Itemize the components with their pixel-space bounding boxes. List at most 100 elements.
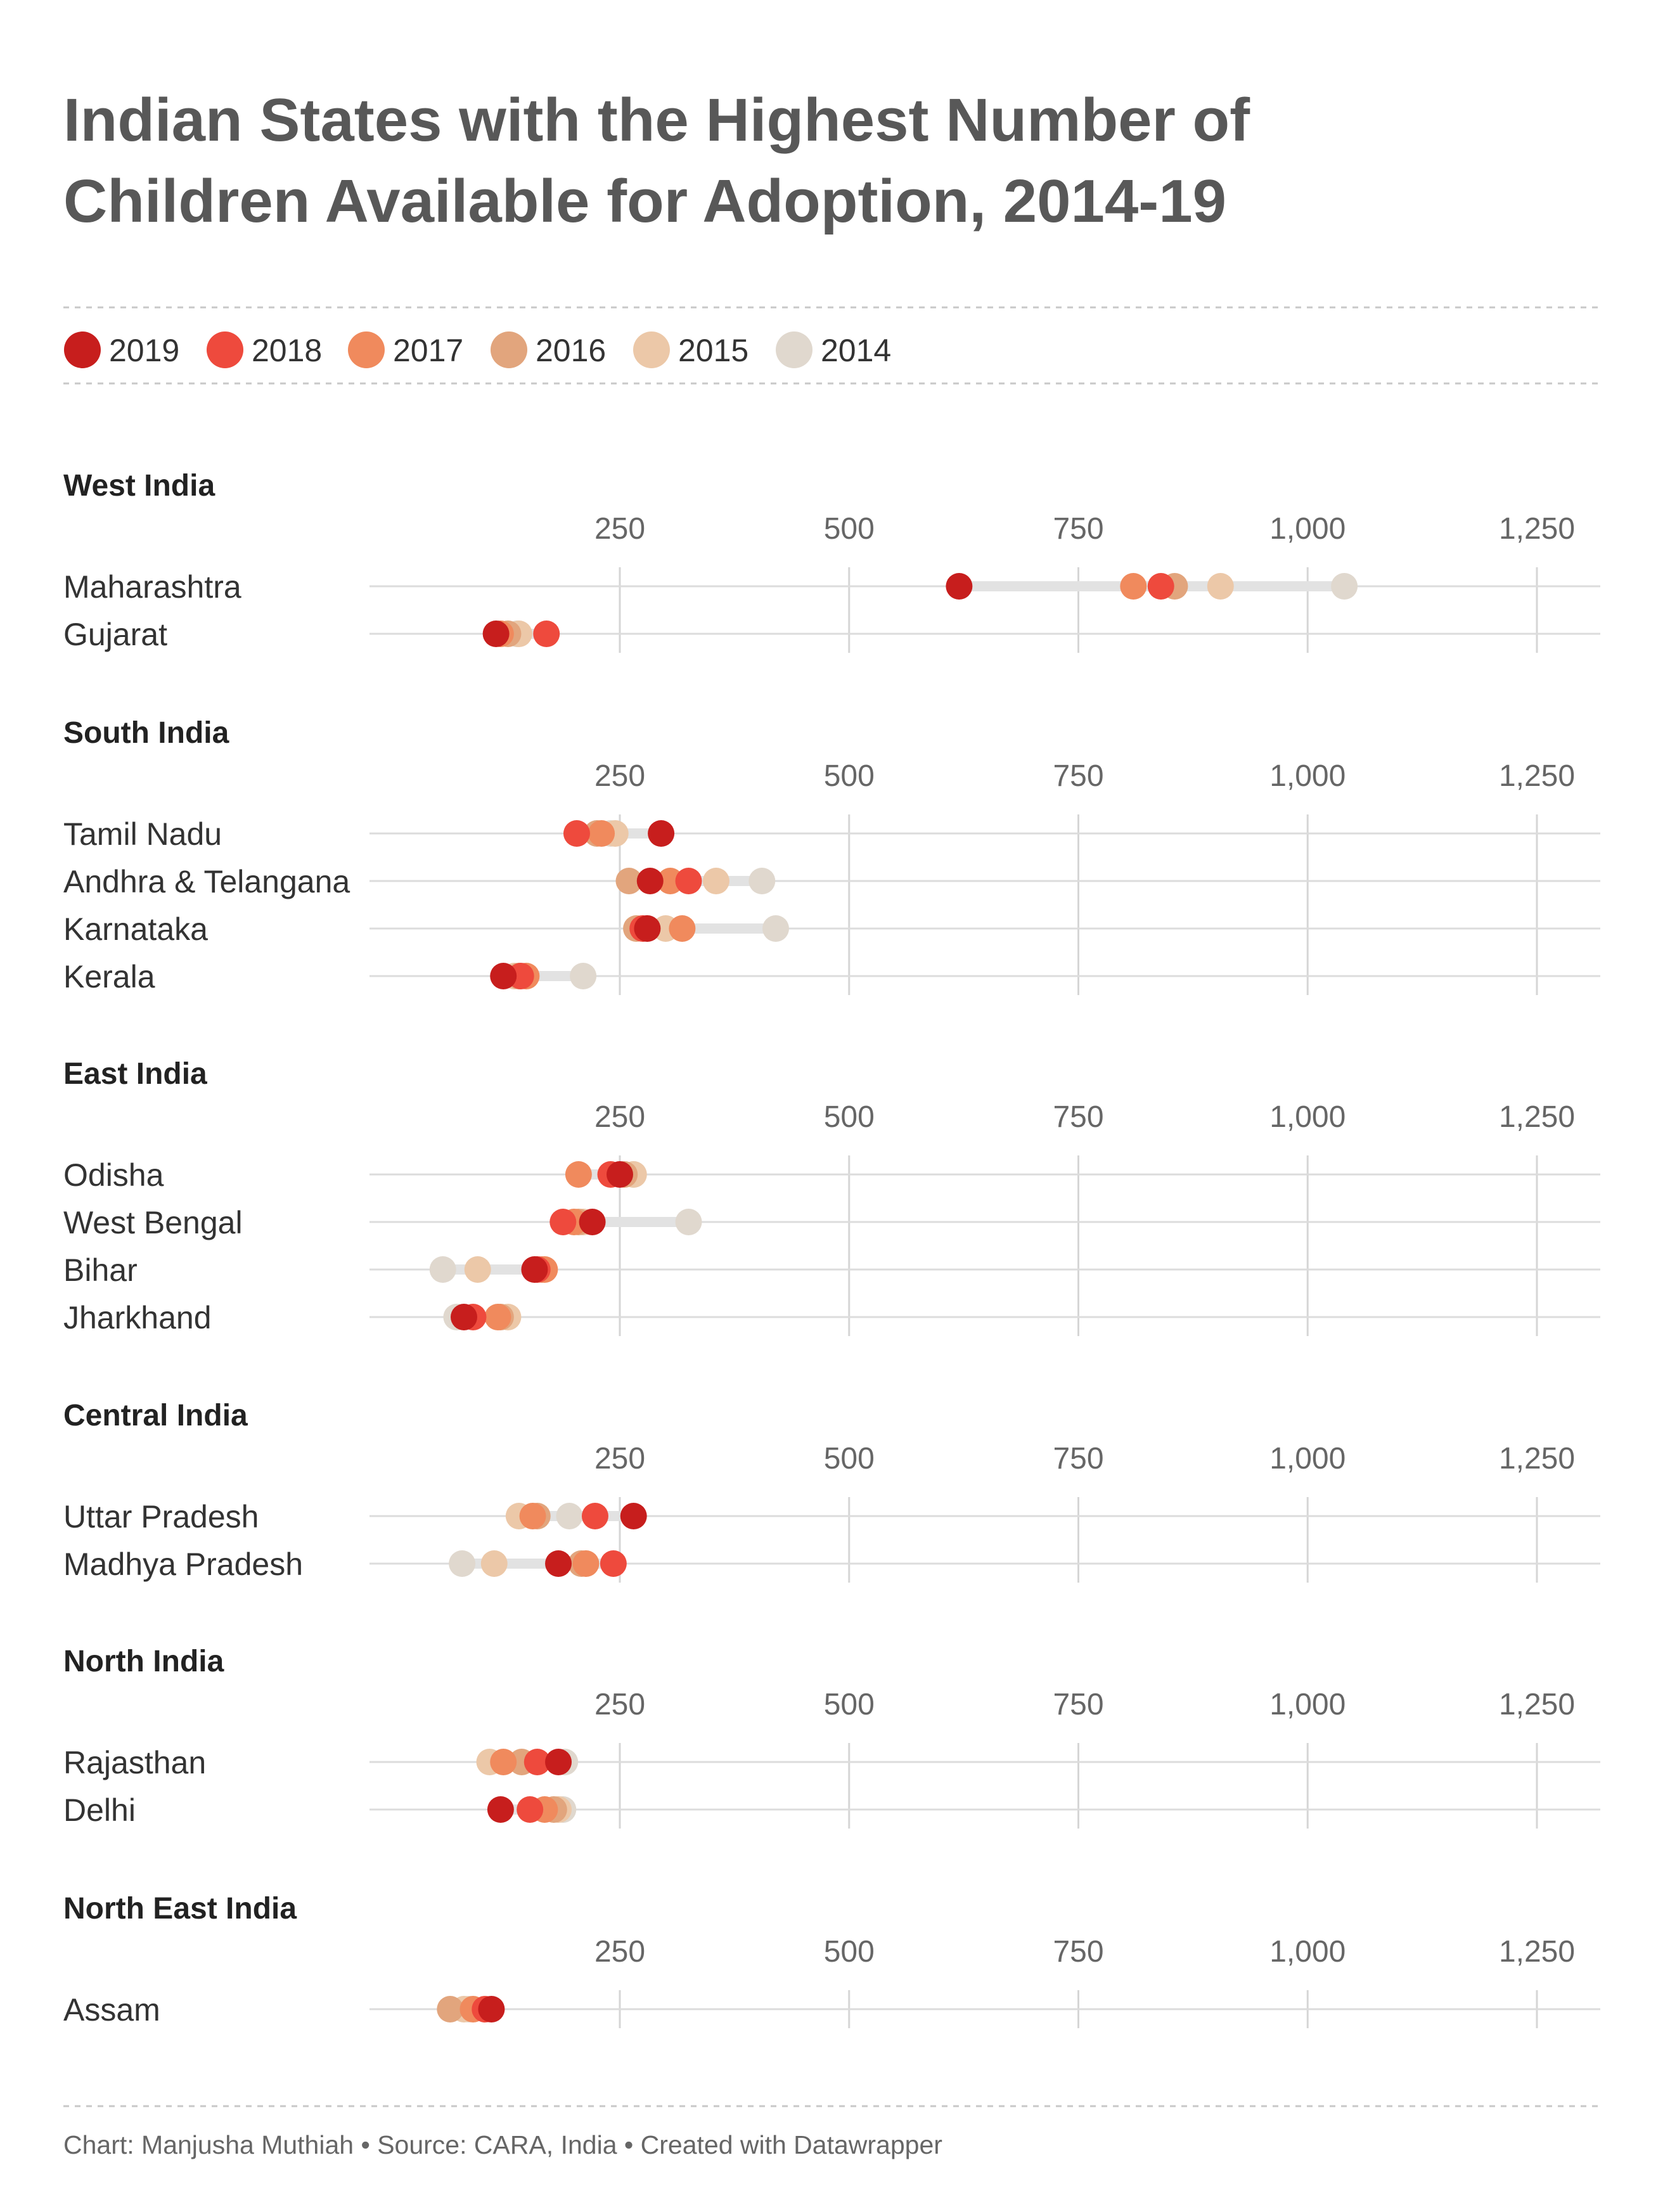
row-label: Rajasthan — [63, 1745, 206, 1780]
tick-label: 250 — [594, 1688, 645, 1721]
row-gujarat: Gujarat — [63, 617, 1600, 652]
row-uttar-pradesh: Uttar Pradesh — [63, 1499, 1600, 1534]
dot-2014 — [748, 868, 776, 894]
panel-north-india: North India 250 500 750 1,000 1,250 Rajasthan D… — [63, 1645, 1600, 1829]
row-label: Tamil Nadu — [63, 816, 222, 852]
row-label: Jharkhand — [63, 1300, 212, 1335]
row-kerala: Kerala — [63, 959, 1600, 994]
tick-label: 1,250 — [1499, 759, 1575, 793]
chart-title-line-2: Children Available for Adoption, 2014-19 — [63, 167, 1226, 235]
dot-2018 — [600, 1550, 627, 1577]
legend-swatch-2014 — [776, 331, 813, 368]
row-label: Kerala — [63, 959, 155, 994]
dot-2018 — [581, 1503, 608, 1529]
row-label: Uttar Pradesh — [63, 1499, 259, 1534]
tick-label: 500 — [824, 1935, 875, 1969]
row-bihar: Bihar — [63, 1252, 1600, 1288]
dot-2018 — [533, 621, 560, 647]
row-label: Assam — [63, 1992, 160, 2028]
tick-label: 500 — [824, 759, 875, 793]
tick-label: 250 — [594, 759, 645, 793]
dot-2014 — [429, 1256, 456, 1283]
legend-label-2017: 2017 — [393, 333, 463, 368]
group-title: West India — [63, 469, 215, 503]
row-maharashtra: Maharashtra — [63, 569, 1600, 605]
tick-label: 1,250 — [1499, 1935, 1575, 1969]
dot-2019 — [545, 1550, 572, 1577]
dot-2015 — [464, 1256, 491, 1283]
row-odisha: Odisha — [63, 1157, 1600, 1193]
dot-2017 — [484, 1304, 511, 1330]
chart-title: Indian States with the Highest Number of… — [63, 86, 1267, 235]
legend-swatch-2017 — [348, 331, 385, 368]
dot-2018 — [523, 1749, 551, 1775]
tick-label: 1,250 — [1499, 512, 1575, 546]
dot-2017 — [657, 868, 684, 894]
dot-2016 — [437, 1996, 464, 2022]
row-madhya-pradesh: Madhya Pradesh — [63, 1546, 1600, 1582]
panel-east-india: East India 250 500 750 1,000 1,250 Odisha West … — [63, 1057, 1600, 1336]
tick-label: 750 — [1053, 1688, 1103, 1721]
dot-2019 — [478, 1996, 505, 2022]
chart-title-line-1: Indian States with the Highest Number of — [63, 86, 1250, 154]
dot-2019 — [451, 1304, 478, 1330]
row-label: Odisha — [63, 1157, 164, 1193]
dot-2019 — [482, 621, 510, 647]
dot-2017 — [572, 1550, 600, 1577]
dot-2019 — [545, 1749, 572, 1775]
tick-label: 500 — [824, 1688, 875, 1721]
row-assam: Assam — [63, 1992, 1600, 2028]
dot-2014 — [675, 1209, 702, 1235]
legend-label-2014: 2014 — [821, 333, 891, 368]
dot-2018 — [517, 1796, 544, 1823]
row-label: Andhra & Telangana — [63, 864, 350, 899]
tick-label: 1,250 — [1499, 1100, 1575, 1134]
dot-2019 — [620, 1503, 647, 1529]
dot-2017 — [588, 820, 615, 847]
dot-2017 — [1120, 573, 1147, 600]
dot-2019 — [521, 1256, 548, 1283]
row-karnataka: Karnataka — [63, 911, 1600, 947]
dot-2019 — [648, 820, 675, 847]
dot-2015 — [702, 868, 729, 894]
legend-swatch-2018 — [207, 331, 243, 368]
dot-2017 — [519, 1503, 546, 1529]
legend-label-2019: 2019 — [109, 333, 179, 368]
tick-label: 750 — [1053, 759, 1103, 793]
row-jharkhand: Jharkhand — [63, 1300, 1600, 1335]
dot-2019 — [634, 915, 661, 942]
dot-2017 — [565, 1161, 592, 1188]
row-label: Delhi — [63, 1792, 136, 1828]
row-label: Madhya Pradesh — [63, 1546, 303, 1582]
dot-2014 — [449, 1550, 476, 1577]
row-label: Maharashtra — [63, 569, 241, 605]
row-andhra-telangana: Andhra & Telangana — [63, 864, 1600, 899]
row-label: Gujarat — [63, 617, 167, 652]
dot-2014 — [570, 963, 597, 989]
tick-label: 1,250 — [1499, 1442, 1575, 1476]
group-title: North India — [63, 1645, 224, 1678]
tick-label: 250 — [594, 1100, 645, 1134]
dot-2019 — [490, 963, 517, 989]
legend: 2019 2018 2017 2016 2015 2014 — [64, 331, 891, 368]
row-tamil-nadu: Tamil Nadu — [63, 816, 1600, 852]
legend-label-2018: 2018 — [252, 333, 322, 368]
tick-label: 750 — [1053, 512, 1103, 546]
legend-swatch-2015 — [633, 331, 670, 368]
row-label: Bihar — [63, 1252, 138, 1288]
tick-label: 750 — [1053, 1935, 1103, 1969]
panel-north-east-india: North East India 250 500 750 1,000 1,250 Assam — [63, 1892, 1600, 2028]
group-title: Central India — [63, 1399, 248, 1432]
tick-label: 500 — [824, 1442, 875, 1476]
dot-2017 — [490, 1749, 517, 1775]
dot-2019 — [946, 573, 973, 600]
dot-2019 — [487, 1796, 514, 1823]
tick-label: 1,000 — [1269, 512, 1346, 546]
tick-label: 250 — [594, 1935, 645, 1969]
dot-2018 — [1147, 573, 1174, 600]
dot-2014 — [762, 915, 789, 942]
dot-2018 — [675, 868, 702, 894]
tick-label: 1,000 — [1269, 759, 1346, 793]
tick-label: 750 — [1053, 1100, 1103, 1134]
chart-footer: Chart: Manjusha Muthiah • Source: CARA, … — [63, 2130, 942, 2159]
